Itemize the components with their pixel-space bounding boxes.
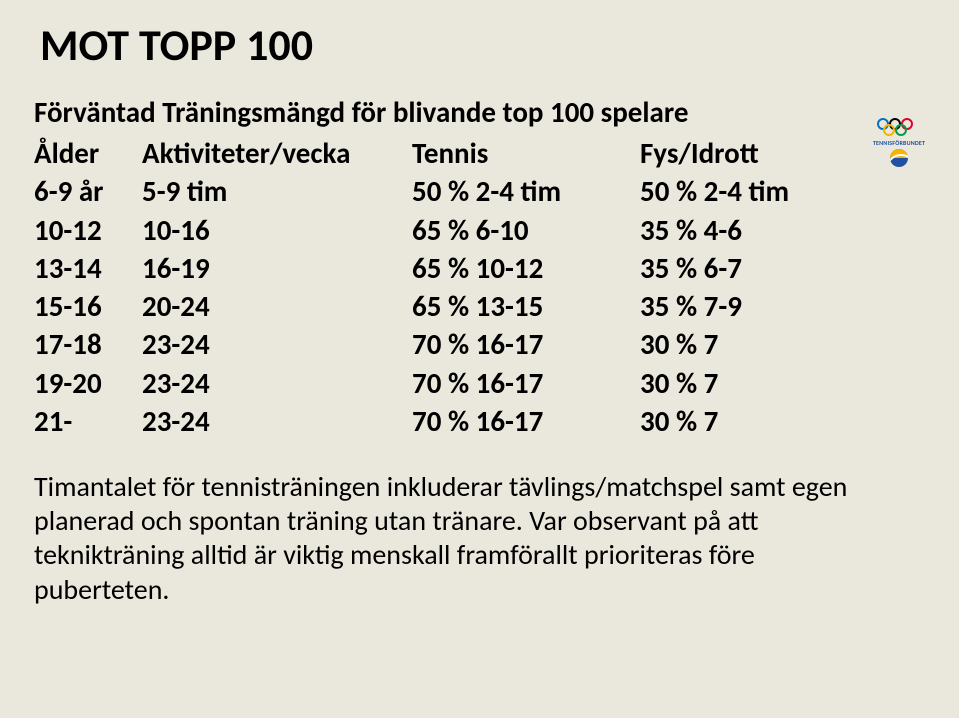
col-header-activities: Aktiviteter/vecka	[142, 134, 412, 172]
slide: TENNISFÖRBUNDET MOT TOPP 100 Förväntad T…	[0, 0, 959, 718]
table-row: 21- 23-24 70 % 16-17 30 % 7	[34, 402, 840, 440]
subtitle: Förväntad Träningsmängd för blivande top…	[34, 94, 925, 130]
cell-ten: 70 % 16-17	[412, 364, 640, 402]
cell-act: 20-24	[142, 287, 412, 325]
table-row: 19-20 23-24 70 % 16-17 30 % 7	[34, 364, 840, 402]
logo-caption: TENNISFÖRBUNDET	[873, 140, 925, 146]
cell-act: 23-24	[142, 364, 412, 402]
cell-age: 17-18	[34, 325, 142, 363]
cell-age: 6-9 år	[34, 172, 142, 210]
col-header-fys: Fys/Idrott	[640, 134, 840, 172]
cell-ten: 70 % 16-17	[412, 325, 640, 363]
cell-ten: 65 % 10-12	[412, 249, 640, 287]
col-header-age: Ålder	[34, 134, 142, 172]
cell-age: 15-16	[34, 287, 142, 325]
cell-act: 10-16	[142, 211, 412, 249]
table-row: 13-14 16-19 65 % 10-12 35 % 6-7	[34, 249, 840, 287]
cell-fys: 30 % 7	[640, 364, 840, 402]
col-header-tennis: Tennis	[412, 134, 640, 172]
cell-fys: 35 % 7-9	[640, 287, 840, 325]
cell-fys: 30 % 7	[640, 402, 840, 440]
table-row: 6-9 år 5-9 tim 50 % 2-4 tim 50 % 2-4 tim	[34, 172, 840, 210]
cell-age: 13-14	[34, 249, 142, 287]
cell-ten: 65 % 6-10	[412, 211, 640, 249]
olympic-rings-icon	[877, 118, 921, 138]
cell-ten: 50 % 2-4 tim	[412, 172, 640, 210]
footnote: Timantalet för tennisträningen inkludera…	[34, 470, 854, 607]
cell-act: 16-19	[142, 249, 412, 287]
cell-fys: 50 % 2-4 tim	[640, 172, 840, 210]
table-row: 15-16 20-24 65 % 13-15 35 % 7-9	[34, 287, 840, 325]
cell-age: 21-	[34, 402, 142, 440]
table-header-row: Ålder Aktiviteter/vecka Tennis Fys/Idrot…	[34, 134, 840, 172]
cell-age: 19-20	[34, 364, 142, 402]
cell-act: 5-9 tim	[142, 172, 412, 210]
cell-fys: 35 % 4-6	[640, 211, 840, 249]
cell-age: 10-12	[34, 211, 142, 249]
tennis-ball-icon	[890, 149, 908, 167]
cell-fys: 30 % 7	[640, 325, 840, 363]
swedish-tennis-logo: TENNISFÖRBUNDET	[863, 118, 935, 180]
training-table: Ålder Aktiviteter/vecka Tennis Fys/Idrot…	[34, 134, 840, 440]
table-row: 17-18 23-24 70 % 16-17 30 % 7	[34, 325, 840, 363]
cell-act: 23-24	[142, 325, 412, 363]
cell-ten: 65 % 13-15	[412, 287, 640, 325]
cell-fys: 35 % 6-7	[640, 249, 840, 287]
page-title: MOT TOPP 100	[40, 18, 925, 72]
cell-act: 23-24	[142, 402, 412, 440]
table-row: 10-12 10-16 65 % 6-10 35 % 4-6	[34, 211, 840, 249]
cell-ten: 70 % 16-17	[412, 402, 640, 440]
